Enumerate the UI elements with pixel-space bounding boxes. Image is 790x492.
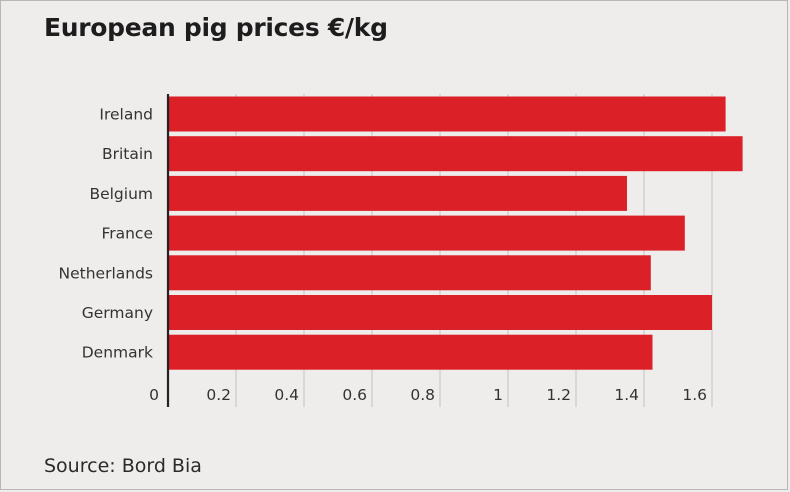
- category-labels: Ireland Britain Belgium France Netherlands Ge…: [59, 106, 153, 362]
- category-label-belgium: Belgium: [89, 185, 153, 203]
- bar-belgium: [168, 175, 627, 211]
- bar-netherlands: [168, 255, 651, 291]
- x-tick-labels: 0 0.2 0.4 0.6 0.8 1 1.2 1.4 1.6: [149, 386, 707, 404]
- category-label-france: France: [101, 225, 153, 243]
- x-tick-label-3: 0.6: [342, 386, 367, 404]
- category-label-ireland: Ireland: [99, 106, 153, 124]
- category-label-britain: Britain: [102, 145, 153, 163]
- category-label-netherlands: Netherlands: [59, 264, 153, 282]
- source-note: Source: Bord Bia: [44, 455, 202, 477]
- bar-ireland: [168, 96, 726, 132]
- bar-denmark: [168, 334, 653, 370]
- bar-germany: [168, 295, 712, 330]
- bar-britain: [168, 136, 743, 172]
- bar-france: [168, 215, 685, 251]
- x-tick-label-2: 0.4: [274, 386, 299, 404]
- chart-title: European pig prices €/kg: [44, 13, 388, 42]
- category-label-denmark: Denmark: [82, 344, 153, 362]
- x-tick-label-0: 0: [149, 386, 159, 404]
- x-tick-label-8: 1.6: [682, 386, 707, 404]
- x-tick-label-1: 0.2: [206, 386, 231, 404]
- x-tick-label-7: 1.4: [614, 386, 639, 404]
- x-tick-label-4: 0.8: [410, 386, 435, 404]
- x-tick-label-5: 1: [493, 386, 503, 404]
- x-tick-label-6: 1.2: [546, 386, 571, 404]
- category-label-germany: Germany: [82, 304, 153, 322]
- bars: [168, 96, 743, 370]
